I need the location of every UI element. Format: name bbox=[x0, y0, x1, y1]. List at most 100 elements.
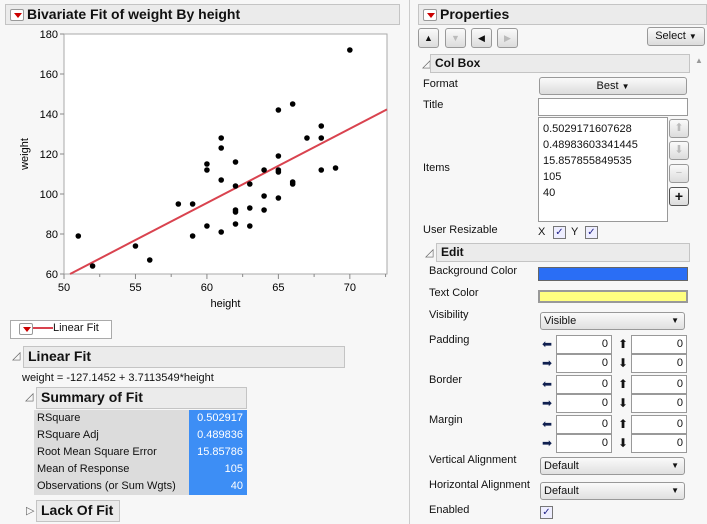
left-button[interactable]: ◀ bbox=[471, 28, 492, 48]
data-point bbox=[304, 135, 310, 141]
y-tick-label: 140 bbox=[40, 109, 58, 121]
fit-line bbox=[69, 108, 388, 275]
top-spacing-input[interactable]: 0 bbox=[631, 375, 687, 394]
up-arrow-icon: ⬆ bbox=[618, 377, 629, 391]
y-tick-label: 120 bbox=[40, 149, 58, 161]
text-color-swatch[interactable] bbox=[538, 290, 688, 303]
up-button[interactable]: ▲ bbox=[418, 28, 439, 48]
data-point bbox=[232, 183, 239, 189]
data-point bbox=[275, 169, 282, 175]
y-label: Y bbox=[571, 226, 579, 238]
bottom-spacing-input[interactable]: 0 bbox=[631, 354, 687, 373]
data-point bbox=[289, 181, 296, 187]
format-dropdown[interactable]: Best ▼ bbox=[539, 77, 687, 95]
move-up-button[interactable]: ⬆ bbox=[669, 119, 689, 138]
left-spacing-input[interactable]: 0 bbox=[556, 375, 612, 394]
disclosure-icon[interactable]: ◿ bbox=[12, 350, 21, 362]
disclosure-icon[interactable]: ◿ bbox=[25, 391, 34, 403]
right-spacing-input[interactable]: 0 bbox=[556, 394, 612, 413]
vertical-alignment-dropdown[interactable]: Default bbox=[540, 457, 685, 475]
summary-row: RSquare 0.502917 bbox=[34, 410, 247, 427]
title-label: Title bbox=[423, 99, 444, 111]
bottom-spacing-input[interactable]: 0 bbox=[631, 434, 687, 453]
list-item[interactable]: 105 bbox=[543, 171, 562, 183]
resizable-y-checkbox[interactable]: ✓ bbox=[585, 226, 598, 239]
disclosure-icon[interactable]: ◿ bbox=[425, 247, 434, 259]
edit-header[interactable]: Edit bbox=[436, 243, 690, 262]
red-triangle-menu-icon[interactable] bbox=[423, 9, 437, 22]
red-triangle-menu-icon[interactable] bbox=[10, 9, 24, 22]
data-point bbox=[289, 101, 296, 107]
legend-label: Linear Fit bbox=[53, 321, 99, 334]
panel-divider[interactable] bbox=[409, 0, 410, 524]
scatter-plot[interactable]: 60 80 100 120 140 160 180 50 55 60 65 70 height weigh… bbox=[0, 26, 400, 316]
list-item[interactable]: 0.5029171607628 bbox=[543, 123, 632, 135]
data-point bbox=[318, 123, 325, 129]
scroll-up-icon[interactable]: ▲ bbox=[695, 56, 703, 65]
x-label: X bbox=[538, 226, 546, 238]
x-tick-label: 50 bbox=[58, 282, 70, 294]
red-triangle-menu-icon[interactable] bbox=[19, 323, 33, 335]
data-point bbox=[204, 161, 210, 167]
disclosure-closed-icon[interactable]: ▷ bbox=[26, 505, 35, 517]
list-item[interactable]: 0.48983603341445 bbox=[543, 139, 638, 151]
data-point bbox=[189, 201, 196, 207]
data-point bbox=[204, 167, 210, 173]
summary-of-fit-header[interactable]: Summary of Fit bbox=[36, 387, 247, 409]
data-point bbox=[146, 257, 153, 263]
visibility-value: Visible bbox=[544, 315, 577, 327]
border-label: Border bbox=[429, 374, 463, 386]
down-arrow-icon: ⬇ bbox=[618, 396, 629, 410]
properties-title: Properties bbox=[440, 6, 510, 22]
summary-label: Mean of Response bbox=[34, 461, 189, 478]
horizontal-alignment-label: Horizontal Alignment bbox=[429, 479, 530, 491]
user-resizable-label: User Resizable bbox=[423, 224, 498, 236]
legend-linear-fit[interactable]: Linear Fit bbox=[10, 320, 112, 339]
list-item[interactable]: 40 bbox=[543, 187, 556, 199]
move-down-button[interactable]: ⬇ bbox=[669, 141, 689, 160]
left-spacing-input[interactable]: 0 bbox=[556, 335, 612, 354]
linear-fit-header[interactable]: Linear Fit bbox=[23, 346, 345, 368]
left-arrow-icon: ⬅ bbox=[542, 337, 553, 351]
disclosure-icon[interactable]: ◿ bbox=[422, 58, 431, 70]
summary-row: Mean of Response 105 bbox=[34, 461, 247, 478]
data-point bbox=[261, 193, 267, 199]
items-list[interactable]: 0.5029171607628 0.48983603341445 15.8578… bbox=[538, 117, 668, 222]
right-arrow-icon: ➡ bbox=[542, 356, 553, 370]
right-button[interactable]: ▶ bbox=[497, 28, 518, 48]
right-spacing-input[interactable]: 0 bbox=[556, 434, 612, 453]
title-input[interactable] bbox=[538, 98, 688, 116]
resizable-x-checkbox[interactable]: ✓ bbox=[553, 226, 566, 239]
line-swatch-icon bbox=[33, 327, 53, 329]
vertical-alignment-value: Default bbox=[544, 460, 579, 472]
enabled-checkbox[interactable]: ✓ bbox=[540, 506, 553, 519]
x-tick-label: 70 bbox=[344, 282, 356, 294]
data-point bbox=[204, 223, 210, 229]
horizontal-alignment-dropdown[interactable]: Default bbox=[540, 482, 685, 500]
top-spacing-input[interactable]: 0 bbox=[631, 335, 687, 354]
left-spacing-input[interactable]: 0 bbox=[556, 415, 612, 434]
remove-button[interactable]: − bbox=[669, 164, 689, 183]
down-button[interactable]: ▼ bbox=[445, 28, 466, 48]
data-point bbox=[246, 205, 253, 211]
y-tick-label: 60 bbox=[46, 269, 58, 281]
background-color-swatch[interactable] bbox=[538, 267, 688, 281]
visibility-dropdown[interactable]: Visible bbox=[540, 312, 685, 330]
top-spacing-input[interactable]: 0 bbox=[631, 415, 687, 434]
add-button[interactable]: + bbox=[669, 187, 689, 206]
data-point bbox=[246, 181, 253, 187]
select-button[interactable]: Select ▼ bbox=[647, 27, 705, 46]
data-point bbox=[132, 243, 139, 249]
text-color-label: Text Color bbox=[429, 287, 479, 299]
col-box-header[interactable]: Col Box bbox=[430, 54, 690, 73]
lack-of-fit-header[interactable]: Lack Of Fit bbox=[36, 500, 120, 522]
plus-icon: + bbox=[674, 188, 684, 204]
summary-row: RSquare Adj 0.489836 bbox=[34, 427, 247, 444]
bottom-spacing-input[interactable]: 0 bbox=[631, 394, 687, 413]
summary-value: 15.85786 bbox=[189, 444, 247, 461]
right-arrow-icon: ▶ bbox=[504, 33, 511, 43]
list-item[interactable]: 15.857855849535 bbox=[543, 155, 632, 167]
up-arrow-icon: ▲ bbox=[424, 33, 433, 43]
right-spacing-input[interactable]: 0 bbox=[556, 354, 612, 373]
data-point bbox=[347, 47, 353, 53]
